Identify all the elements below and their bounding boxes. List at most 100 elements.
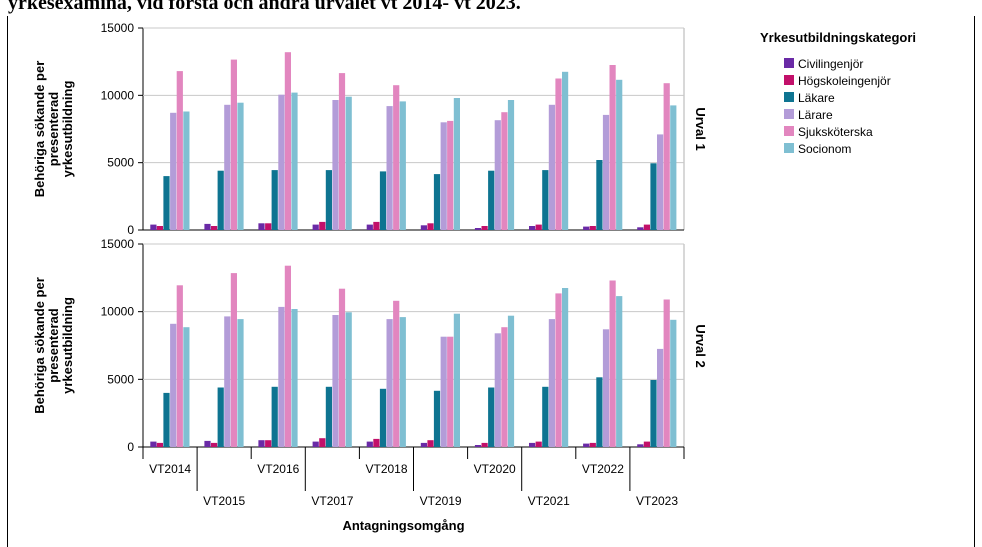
bar-civilingenjör-vt2016 [258,440,265,447]
bar-civilingenjör-vt2015 [204,223,211,230]
bar-civilingenjör-vt2018 [366,224,373,230]
bar-lärare-vt2021 [548,104,555,230]
bar-socionom-vt2020 [507,315,515,447]
page-title: yrkesexamina, vid första och andra urval… [8,0,521,14]
panel-label: Urval 1 [693,107,708,150]
bar-civilingenjör-vt2014 [150,441,157,447]
bar-sjuksköterska-vt2019 [447,336,454,447]
bar-civilingenjör-vt2022 [583,443,590,447]
y-axis-label: Behöriga sökande perpresenteradyrkesutbi… [32,61,75,198]
legend-label-högskoleingenjör: Högskoleingenjör [798,74,891,88]
legend-swatch-lärare [784,109,794,119]
bar-socionom-vt2023 [670,319,677,447]
bar-läkare-vt2016 [271,386,278,447]
bar-lärare-vt2018 [386,106,393,230]
legend-swatch-civilingenjör [784,58,794,68]
bar-läkare-vt2014 [163,392,170,447]
bar-sjuksköterska-vt2021 [555,78,562,230]
legend-swatch-sjuksköterska [784,126,794,136]
bar-socionom-vt2015 [237,102,244,230]
bar-civilingenjör-vt2019 [420,442,427,447]
panel-label: Urval 2 [693,324,708,367]
x-tick-label: VT2020 [474,462,516,476]
bar-läkare-vt2023 [650,163,657,230]
bar-civilingenjör-vt2021 [529,226,536,230]
bar-civilingenjör-vt2017 [312,224,319,230]
legend-label-lärare: Lärare [798,108,833,122]
bar-civilingenjör-vt2021 [529,442,536,447]
y-axis-label-line: presenterad [46,308,61,382]
x-tick-label: VT2017 [311,494,353,508]
bar-läkare-vt2015 [217,387,224,447]
y-tick-label: 15000 [101,237,135,251]
legend-label-läkare: Läkare [798,91,835,105]
x-tick-label: VT2019 [420,494,462,508]
bar-socionom-vt2014 [183,327,190,447]
bar-lärare-vt2023 [657,134,664,230]
x-tick-label: VT2016 [257,462,299,476]
x-tick-label: VT2014 [149,462,191,476]
bar-läkare-vt2015 [217,170,224,230]
bar-högskoleingenjör-vt2015 [211,442,218,447]
bar-civilingenjör-vt2014 [150,224,157,230]
bar-läkare-vt2014 [163,176,170,230]
bar-socionom-vt2020 [507,100,515,230]
bar-sjuksköterska-vt2018 [393,85,400,230]
bar-civilingenjör-vt2017 [312,441,319,447]
legend-title: Yrkesutbildningskategori [760,30,916,45]
bar-högskoleingenjör-vt2018 [373,221,380,230]
bar-civilingenjör-vt2022 [583,226,590,230]
y-tick-label: 0 [127,440,134,454]
bar-sjuksköterska-vt2019 [447,120,454,230]
bar-sjuksköterska-vt2020 [501,327,508,447]
bar-högskoleingenjör-vt2023 [643,224,650,230]
bar-lärare-vt2022 [602,114,610,230]
chart-frame [7,16,975,547]
bar-lärare-vt2018 [386,319,393,447]
x-tick-label: VT2023 [636,494,678,508]
bar-sjuksköterska-vt2018 [393,300,400,447]
bar-högskoleingenjör-vt2020 [481,226,488,230]
bar-sjuksköterska-vt2017 [338,73,346,230]
y-axis-label-line: yrkesutbildning [60,81,75,178]
legend-label-socionom: Socionom [798,142,851,156]
legend-swatch-högskoleingenjör [784,75,794,85]
y-axis-label: Behöriga sökande perpresenteradyrkesutbi… [32,277,75,414]
legend-swatch-läkare [784,92,794,102]
x-tick-label: VT2018 [365,462,407,476]
bar-sjuksköterska-vt2015 [230,59,237,230]
legend-label-civilingenjör: Civilingenjör [798,57,863,71]
legend-label-sjuksköterska: Sjuksköterska [798,125,873,139]
bar-läkare-vt2019 [433,390,441,447]
bar-lärare-vt2016 [278,306,285,447]
bar-högskoleingenjör-vt2016 [265,440,272,447]
bar-lärare-vt2022 [602,329,610,447]
bar-läkare-vt2018 [379,388,387,447]
bar-lärare-vt2017 [332,100,339,230]
bar-läkare-vt2018 [379,171,387,230]
bar-lärare-vt2020 [494,120,501,230]
bar-sjuksköterska-vt2022 [609,280,616,447]
bar-högskoleingenjör-vt2019 [427,223,434,230]
bar-lärare-vt2019 [440,336,447,447]
bar-sjuksköterska-vt2022 [609,65,616,230]
bar-läkare-vt2022 [596,377,603,447]
bar-civilingenjör-vt2015 [204,440,211,447]
bar-högskoleingenjör-vt2015 [211,226,218,230]
bar-civilingenjör-vt2019 [420,225,427,230]
bar-lärare-vt2014 [170,323,177,447]
x-tick-label: VT2022 [582,462,624,476]
bar-socionom-vt2022 [616,296,623,447]
x-tick-label: VT2015 [203,494,245,508]
bar-läkare-vt2020 [488,387,495,447]
bar-socionom-vt2023 [670,105,677,230]
bar-läkare-vt2019 [433,174,441,230]
bar-läkare-vt2022 [596,160,603,230]
bar-sjuksköterska-vt2016 [284,52,291,231]
bar-högskoleingenjör-vt2017 [319,221,326,230]
x-axis-title: Antagningsomgång [342,518,464,533]
bar-högskoleingenjör-vt2021 [535,441,542,447]
bar-civilingenjör-vt2023 [637,227,644,230]
bar-läkare-vt2016 [271,170,278,230]
bar-lärare-vt2014 [170,112,177,230]
